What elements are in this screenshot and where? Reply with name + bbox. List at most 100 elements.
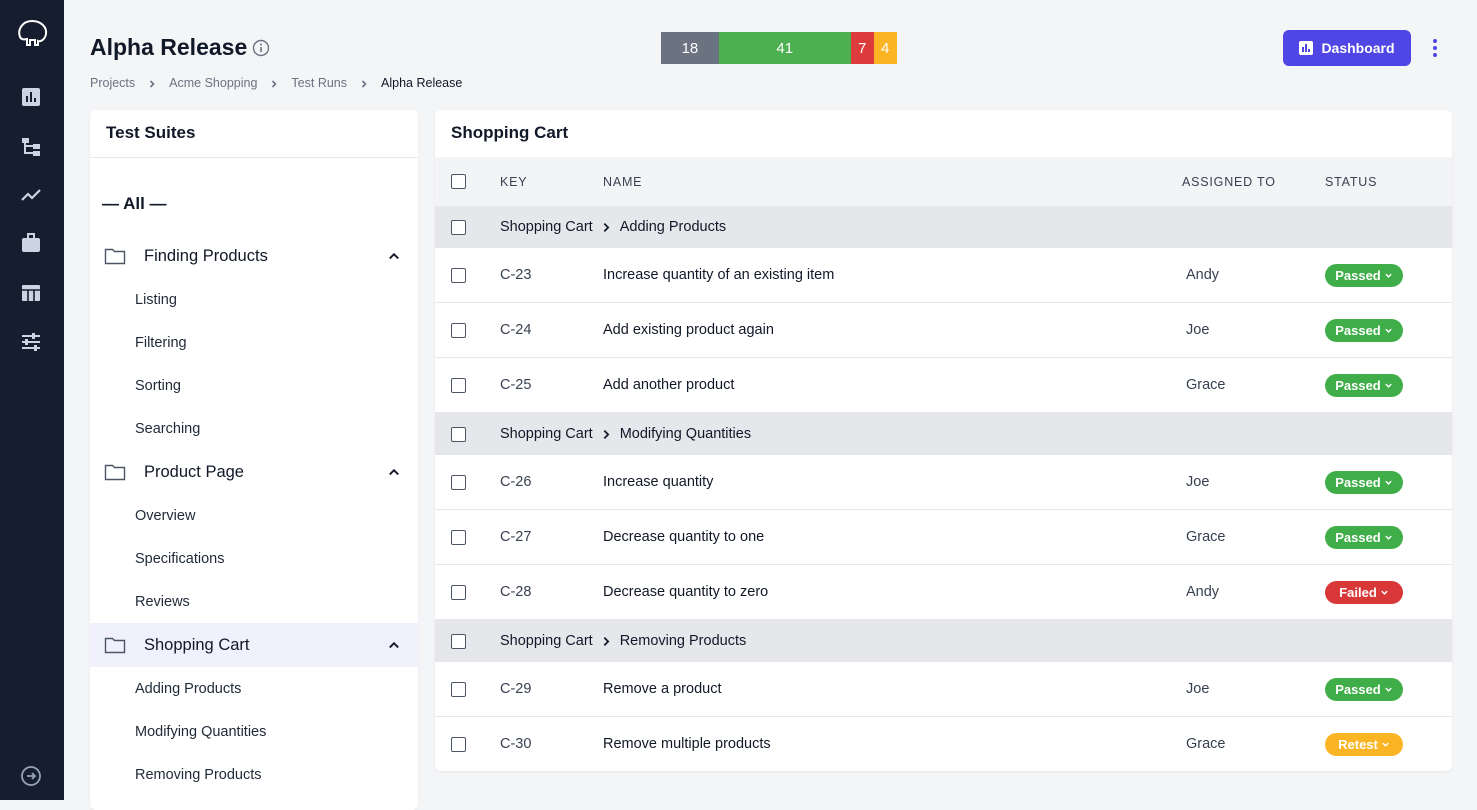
breadcrumb[interactable]: Projects bbox=[90, 76, 136, 90]
case-row[interactable]: C-25 Add another product Grace Passed bbox=[435, 358, 1452, 413]
breadcrumb[interactable]: Test Runs bbox=[291, 76, 348, 90]
cases-title: Shopping Cart bbox=[451, 123, 569, 142]
info-icon[interactable] bbox=[252, 39, 270, 57]
suite-item[interactable]: Listing bbox=[135, 291, 177, 308]
status-badge[interactable]: Passed bbox=[1325, 525, 1403, 549]
status-label: Passed bbox=[1335, 474, 1381, 490]
group-checkbox[interactable] bbox=[451, 633, 466, 649]
status-badge[interactable]: Passed bbox=[1325, 373, 1403, 397]
case-assignee: Joe bbox=[1186, 681, 1210, 697]
suite-item[interactable]: Removing Products bbox=[135, 766, 262, 783]
more-menu[interactable] bbox=[1430, 38, 1440, 58]
suite-item[interactable]: Reviews bbox=[135, 593, 190, 610]
status-label: Passed bbox=[1335, 529, 1381, 545]
case-row[interactable]: C-24 Add existing product again Joe Passed bbox=[435, 303, 1452, 358]
suite-item[interactable]: Specifications bbox=[135, 550, 225, 567]
group-separator bbox=[603, 636, 610, 646]
folder-path bbox=[104, 637, 126, 654]
case-row[interactable]: C-29 Remove a product Joe Passed bbox=[435, 662, 1452, 717]
status-label: Passed bbox=[1335, 267, 1381, 283]
suite-item[interactable]: Overview bbox=[135, 507, 196, 524]
group-name: Adding Products bbox=[619, 219, 727, 235]
suite-item[interactable]: Searching bbox=[135, 420, 201, 437]
reports-icon[interactable] bbox=[20, 86, 42, 108]
status-label: Passed bbox=[1335, 377, 1381, 393]
status-badge[interactable]: Passed bbox=[1325, 263, 1403, 287]
chevron-path bbox=[1385, 383, 1392, 388]
case-row[interactable]: C-28 Decrease quantity to zero Andy Failed bbox=[435, 565, 1452, 620]
case-row[interactable]: C-27 Decrease quantity to one Grace Passed bbox=[435, 510, 1452, 565]
folder-row[interactable]: Shopping Cart bbox=[90, 623, 418, 667]
collapse-icon bbox=[389, 252, 399, 260]
folder-row[interactable]: Finding Products bbox=[90, 234, 418, 278]
status-dropdown bbox=[1385, 383, 1392, 388]
case-name: Remove multiple products bbox=[603, 736, 771, 752]
status-badge[interactable]: Retest bbox=[1325, 732, 1403, 756]
group-checkbox[interactable] bbox=[451, 426, 466, 442]
cases-panel: Shopping Cart KEY NAME ASSIGNED TO STATUS Sh… bbox=[435, 110, 1452, 771]
column-header: STATUS bbox=[1325, 174, 1378, 189]
suite-item[interactable]: Sorting bbox=[135, 377, 181, 394]
status-count: 4 bbox=[880, 39, 890, 57]
case-assignee: Grace bbox=[1186, 377, 1226, 393]
status-segment: 41 bbox=[718, 32, 851, 64]
case-key: C-26 bbox=[500, 474, 532, 490]
suite-item[interactable]: Adding Products bbox=[135, 680, 242, 697]
case-row[interactable]: C-30 Remove multiple products Grace Retest bbox=[435, 717, 1452, 771]
case-checkbox[interactable] bbox=[451, 584, 466, 600]
chevron-path bbox=[1385, 535, 1392, 540]
suites-title: Test Suites bbox=[106, 123, 196, 142]
suites-panel: Test Suites — All — Finding Products List… bbox=[90, 110, 418, 810]
dashboard-button[interactable]: Dashboard bbox=[1283, 30, 1411, 66]
group-path: Shopping Cart Modifying Quantities bbox=[500, 426, 751, 442]
breadcrumbs: Projects Acme Shopping Test Runs Alpha Rele… bbox=[90, 76, 462, 90]
suite-item[interactable]: Modifying Quantities bbox=[135, 723, 267, 740]
case-key: C-28 bbox=[500, 584, 532, 600]
status-badge[interactable]: Failed bbox=[1325, 580, 1403, 604]
case-checkbox[interactable] bbox=[451, 377, 466, 393]
folder-row[interactable]: Product Page bbox=[90, 450, 418, 494]
chevron-path bbox=[1382, 742, 1389, 747]
group-path: Shopping Cart Removing Products bbox=[500, 633, 746, 649]
case-key: C-30 bbox=[500, 736, 532, 752]
column-header: KEY bbox=[500, 174, 528, 189]
hierarchy-icon[interactable] bbox=[20, 135, 42, 157]
case-name: Increase quantity of an existing item bbox=[603, 267, 835, 283]
chevron-path bbox=[1381, 590, 1388, 595]
status-dropdown bbox=[1385, 328, 1392, 333]
case-assignee: Grace bbox=[1186, 736, 1226, 752]
group-checkbox[interactable] bbox=[451, 219, 466, 235]
table-header: KEY NAME ASSIGNED TO STATUS bbox=[435, 157, 1452, 206]
case-key: C-29 bbox=[500, 681, 532, 697]
case-checkbox[interactable] bbox=[451, 322, 466, 338]
case-checkbox[interactable] bbox=[451, 529, 466, 545]
select-all[interactable] bbox=[451, 174, 466, 189]
group-path: Shopping Cart Adding Products bbox=[500, 219, 726, 235]
case-row[interactable]: C-23 Increase quantity of an existing ite… bbox=[435, 248, 1452, 303]
expand-icon[interactable] bbox=[20, 765, 42, 787]
trends-icon[interactable] bbox=[20, 184, 42, 206]
breadcrumb-separator bbox=[272, 80, 278, 88]
folder-icon bbox=[104, 248, 126, 265]
case-name: Increase quantity bbox=[603, 474, 714, 490]
case-checkbox[interactable] bbox=[451, 681, 466, 697]
case-checkbox[interactable] bbox=[451, 736, 466, 752]
tables-icon[interactable] bbox=[20, 282, 42, 304]
suite-item[interactable]: Filtering bbox=[135, 334, 187, 351]
status-dropdown bbox=[1385, 535, 1392, 540]
group-row: Shopping Cart Adding Products bbox=[435, 206, 1452, 248]
breadcrumb[interactable]: Acme Shopping bbox=[169, 76, 258, 90]
status-badge[interactable]: Passed bbox=[1325, 318, 1403, 342]
chevron-path bbox=[361, 80, 367, 88]
settings-icon[interactable] bbox=[20, 331, 42, 353]
status-badge[interactable]: Passed bbox=[1325, 470, 1403, 494]
status-badge[interactable]: Passed bbox=[1325, 677, 1403, 701]
all-suites[interactable]: — All — bbox=[102, 194, 167, 213]
projects-icon[interactable] bbox=[20, 232, 42, 254]
case-name: Decrease quantity to zero bbox=[603, 584, 769, 600]
case-checkbox[interactable] bbox=[451, 474, 466, 490]
collapse-icon bbox=[389, 641, 399, 649]
status-count: 18 bbox=[681, 39, 699, 57]
case-row[interactable]: C-26 Increase quantity Joe Passed bbox=[435, 455, 1452, 510]
case-checkbox[interactable] bbox=[451, 267, 466, 283]
